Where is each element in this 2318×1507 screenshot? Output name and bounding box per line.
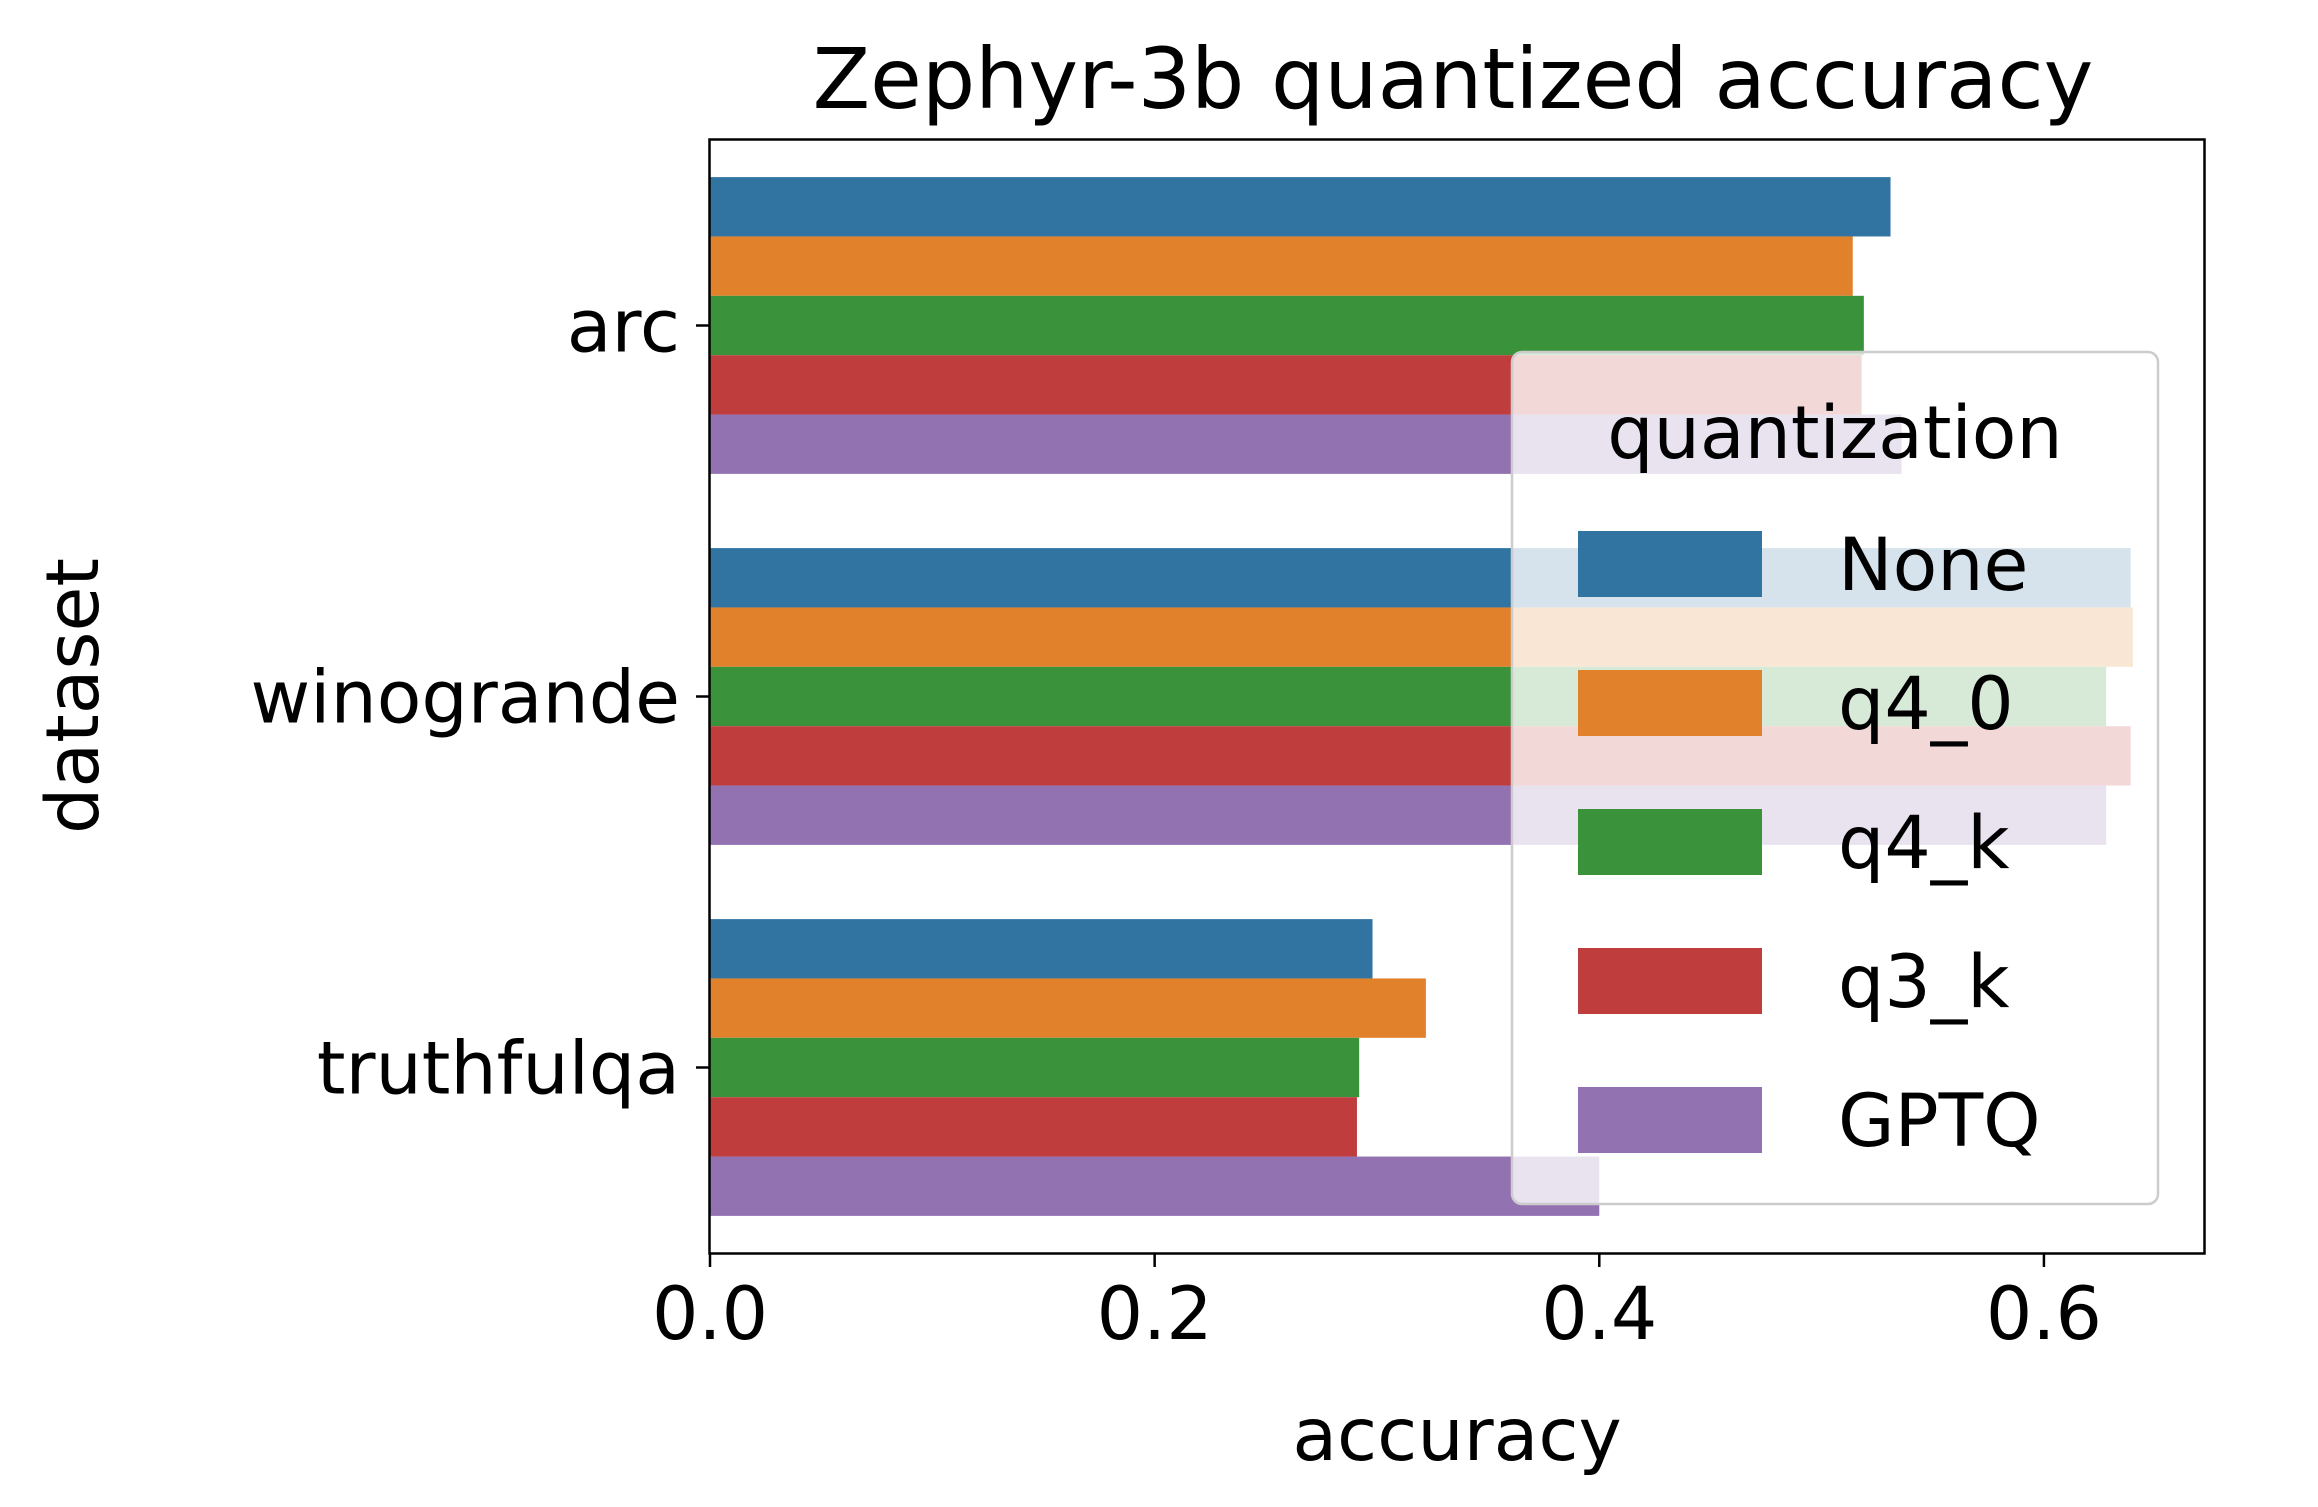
y-tick-label-truthfulqa: truthfulqa <box>317 1027 680 1112</box>
legend-label-None: None <box>1838 523 2028 608</box>
x-tick-label: 0.2 <box>1097 1272 1213 1357</box>
legend-swatch-q3_k <box>1578 948 1762 1014</box>
chart-title: Zephyr-3b quantized accuracy <box>813 30 2094 128</box>
y-tick-label-winogrande: winogrande <box>250 656 680 741</box>
bar-truthfulqa-None <box>710 919 1373 979</box>
y-axis-ticks: arc winogrande truthfulqa <box>250 285 710 1112</box>
bar-truthfulqa-q4_0 <box>710 978 1426 1038</box>
legend-title: quantization <box>1607 391 2062 476</box>
x-tick-label: 0.4 <box>1541 1272 1657 1357</box>
bar-truthfulqa-q4_k <box>710 1037 1360 1098</box>
bar-arc-q4_k <box>710 295 1864 356</box>
y-tick-label-arc: arc <box>567 285 680 370</box>
x-tick-label: 0.0 <box>652 1272 768 1357</box>
legend-swatch-None <box>1578 531 1762 597</box>
legend: quantization None q4_0 q4_k q3_k GPTQ <box>1510 350 2160 1206</box>
legend-swatch-q4_0 <box>1578 670 1762 736</box>
legend-swatch-GPTQ <box>1578 1087 1762 1153</box>
legend-swatch-q4_k <box>1578 809 1762 875</box>
legend-label-q4_0: q4_0 <box>1838 662 2014 747</box>
legend-label-q4_k: q4_k <box>1838 801 2010 886</box>
y-axis-label: dataset <box>31 558 116 834</box>
bar-arc-q4_0 <box>710 236 1853 296</box>
bar-arc-None <box>710 177 1891 237</box>
legend-frame <box>1510 350 2160 1206</box>
x-tick-label: 0.6 <box>1986 1272 2102 1357</box>
x-axis-ticks: 0.0 0.2 0.4 0.6 <box>652 1253 2102 1357</box>
legend-label-q3_k: q3_k <box>1838 940 2010 1025</box>
bar-truthfulqa-q3_k <box>710 1097 1357 1157</box>
bar-truthfulqa-GPTQ <box>710 1156 1600 1216</box>
legend-label-GPTQ: GPTQ <box>1838 1079 2041 1164</box>
x-axis-label: accuracy <box>1292 1393 1621 1478</box>
